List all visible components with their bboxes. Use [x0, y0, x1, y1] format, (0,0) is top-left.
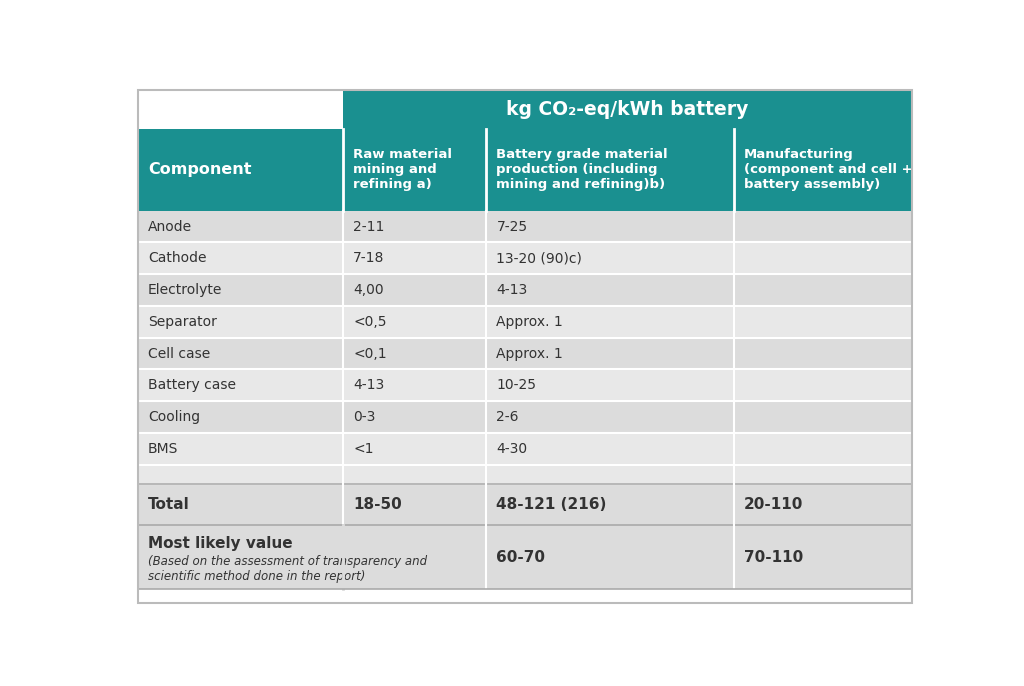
Text: Cooling: Cooling: [147, 410, 200, 424]
Bar: [343, 211, 486, 242]
Text: 2-6: 2-6: [497, 410, 519, 424]
Bar: [137, 525, 343, 589]
Bar: [343, 401, 486, 433]
Text: 20-110: 20-110: [744, 497, 804, 512]
Bar: [137, 91, 912, 129]
Bar: [486, 433, 734, 465]
Bar: [734, 211, 912, 242]
Bar: [343, 274, 486, 306]
Bar: [137, 91, 343, 129]
Bar: [137, 370, 343, 401]
Bar: [486, 370, 734, 401]
Text: 18-50: 18-50: [353, 497, 401, 512]
Bar: [137, 242, 343, 274]
Text: Cell case: Cell case: [147, 346, 210, 361]
Bar: [343, 338, 486, 370]
Text: Approx. 1: Approx. 1: [497, 315, 563, 329]
Bar: [486, 211, 734, 242]
Bar: [137, 211, 343, 242]
Bar: [486, 401, 734, 433]
Bar: [486, 242, 734, 274]
Text: Battery case: Battery case: [147, 379, 236, 392]
Text: 7-25: 7-25: [497, 220, 527, 233]
Text: Anode: Anode: [147, 220, 191, 233]
Text: Component: Component: [147, 162, 251, 177]
Text: Manufacturing
(component and cell +
battery assembly): Manufacturing (component and cell + batt…: [744, 148, 912, 191]
Bar: [137, 274, 343, 306]
Bar: [137, 306, 343, 338]
Bar: [734, 370, 912, 401]
Bar: [734, 484, 912, 525]
Text: 4,00: 4,00: [353, 283, 384, 297]
Text: Most likely value: Most likely value: [147, 536, 293, 551]
Text: Separator: Separator: [147, 315, 217, 329]
Text: Cathode: Cathode: [147, 251, 207, 265]
Text: 7-18: 7-18: [353, 251, 384, 265]
Text: 10-25: 10-25: [497, 379, 537, 392]
Text: 48-121 (216): 48-121 (216): [497, 497, 607, 512]
Bar: [137, 338, 343, 370]
Bar: [343, 306, 486, 338]
Text: Approx. 1: Approx. 1: [497, 346, 563, 361]
Bar: [486, 274, 734, 306]
Text: 2-11: 2-11: [353, 220, 384, 233]
Text: 0-3: 0-3: [353, 410, 376, 424]
Bar: [486, 338, 734, 370]
Bar: [486, 484, 734, 525]
Bar: [343, 484, 486, 525]
Text: kg CO₂-eq/kWh battery: kg CO₂-eq/kWh battery: [506, 100, 749, 119]
Bar: [734, 433, 912, 465]
Text: Battery grade material
production (including
mining and refining)b): Battery grade material production (inclu…: [497, 148, 668, 191]
Text: 13-20 (90)c): 13-20 (90)c): [497, 251, 583, 265]
Bar: [486, 465, 734, 484]
Bar: [734, 274, 912, 306]
Text: Raw material
mining and
refining a): Raw material mining and refining a): [353, 148, 453, 191]
Text: 4-30: 4-30: [497, 442, 527, 456]
Bar: [734, 242, 912, 274]
Text: <0,1: <0,1: [353, 346, 387, 361]
Text: 4-13: 4-13: [353, 379, 384, 392]
Bar: [137, 465, 343, 484]
Text: BMS: BMS: [147, 442, 178, 456]
Text: 70-110: 70-110: [744, 549, 804, 565]
Bar: [343, 525, 486, 589]
Bar: [486, 306, 734, 338]
Text: <0,5: <0,5: [353, 315, 387, 329]
Bar: [734, 306, 912, 338]
Bar: [734, 338, 912, 370]
Bar: [343, 433, 486, 465]
Bar: [137, 433, 343, 465]
Text: 4-13: 4-13: [497, 283, 527, 297]
Text: <1: <1: [353, 442, 374, 456]
Bar: [137, 401, 343, 433]
Text: Electrolyte: Electrolyte: [147, 283, 222, 297]
Bar: [343, 370, 486, 401]
Bar: [734, 525, 912, 589]
Bar: [343, 465, 486, 484]
Text: 60-70: 60-70: [497, 549, 546, 565]
Bar: [137, 129, 912, 211]
Bar: [343, 242, 486, 274]
Bar: [734, 465, 912, 484]
Text: (Based on the assessment of transparency and
scientific method done in the repor: (Based on the assessment of transparency…: [147, 555, 427, 583]
Bar: [137, 484, 343, 525]
Text: Total: Total: [147, 497, 189, 512]
Bar: [486, 525, 734, 589]
Bar: [734, 401, 912, 433]
